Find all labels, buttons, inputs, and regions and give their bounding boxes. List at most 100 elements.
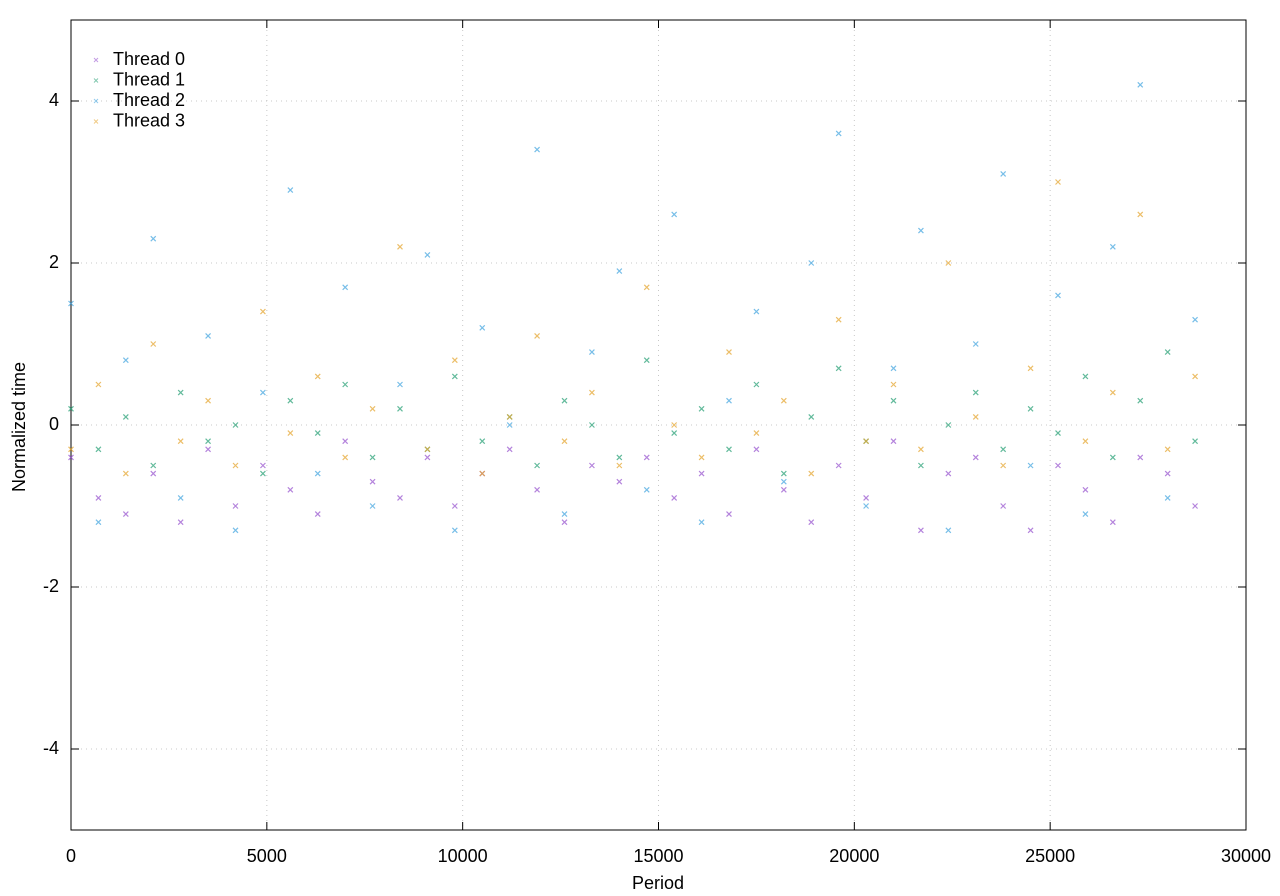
point <box>945 260 952 266</box>
y-tick-label: 2 <box>49 252 59 272</box>
point <box>972 413 979 420</box>
point <box>588 349 595 356</box>
point <box>534 462 541 469</box>
point <box>369 405 376 412</box>
point <box>1082 438 1089 445</box>
point <box>95 446 102 453</box>
point <box>534 146 541 153</box>
point <box>397 243 403 250</box>
point <box>945 422 952 428</box>
point <box>1082 486 1089 493</box>
point <box>890 438 897 445</box>
point <box>835 462 842 469</box>
point <box>863 438 870 445</box>
point <box>314 373 321 380</box>
point <box>397 405 403 412</box>
point <box>561 397 568 404</box>
point <box>698 470 705 477</box>
point <box>232 422 239 428</box>
x-axis-label: Period <box>632 873 684 893</box>
point <box>1000 446 1007 453</box>
point <box>259 389 266 396</box>
point <box>780 470 787 477</box>
point <box>314 470 321 477</box>
point <box>68 300 74 307</box>
point <box>205 397 212 404</box>
point <box>1027 527 1034 534</box>
point <box>68 454 74 461</box>
series <box>68 81 1199 534</box>
point <box>95 494 102 501</box>
point <box>561 438 568 445</box>
point <box>1137 454 1144 461</box>
point <box>835 365 842 372</box>
point <box>1164 494 1171 501</box>
point <box>205 446 212 453</box>
series <box>68 438 1199 534</box>
point <box>95 519 102 526</box>
point <box>1164 470 1171 477</box>
x-tick-label: 0 <box>66 846 76 866</box>
point <box>671 430 678 437</box>
legend-marker <box>93 119 99 124</box>
point <box>150 235 157 242</box>
point <box>808 413 815 420</box>
point <box>259 470 266 477</box>
point <box>808 260 815 266</box>
point <box>177 389 184 396</box>
y-tick-label: -4 <box>43 738 59 758</box>
point <box>259 308 266 315</box>
point <box>424 251 431 258</box>
point <box>506 422 513 428</box>
point <box>588 389 595 396</box>
point <box>1137 397 1144 404</box>
legend-label: Thread 0 <box>113 49 185 69</box>
point <box>1109 519 1116 526</box>
point <box>972 341 979 347</box>
point <box>726 349 732 356</box>
point <box>671 422 678 428</box>
point <box>753 430 760 437</box>
point <box>1055 462 1061 469</box>
point <box>232 462 239 469</box>
point <box>917 446 924 453</box>
point <box>95 381 102 388</box>
legend-label: Thread 1 <box>113 69 185 89</box>
point <box>890 365 897 372</box>
point <box>698 405 705 412</box>
point <box>369 478 376 485</box>
x-tick-label: 5000 <box>247 846 287 866</box>
point <box>1082 373 1089 380</box>
point <box>150 462 157 469</box>
point <box>808 519 815 526</box>
point <box>177 438 184 445</box>
point <box>1164 349 1171 356</box>
point <box>314 430 321 437</box>
point <box>232 503 239 509</box>
point <box>424 454 431 461</box>
point <box>753 446 760 453</box>
point <box>588 462 595 469</box>
point <box>616 462 623 469</box>
point <box>561 511 568 518</box>
point <box>1000 170 1007 177</box>
point <box>945 470 952 477</box>
point <box>1000 503 1007 509</box>
point <box>890 381 897 388</box>
point <box>1000 462 1007 469</box>
point <box>753 381 760 388</box>
point <box>451 503 458 509</box>
point <box>972 389 979 396</box>
point <box>1109 389 1116 396</box>
plot-frame <box>70 19 1247 831</box>
point <box>205 332 212 339</box>
point <box>122 470 129 477</box>
point <box>1137 81 1144 88</box>
y-tick-label: 0 <box>49 414 59 434</box>
point <box>287 486 294 493</box>
point <box>1082 511 1089 518</box>
point <box>342 438 349 445</box>
point <box>616 454 623 461</box>
point <box>122 357 129 364</box>
point <box>177 494 184 501</box>
